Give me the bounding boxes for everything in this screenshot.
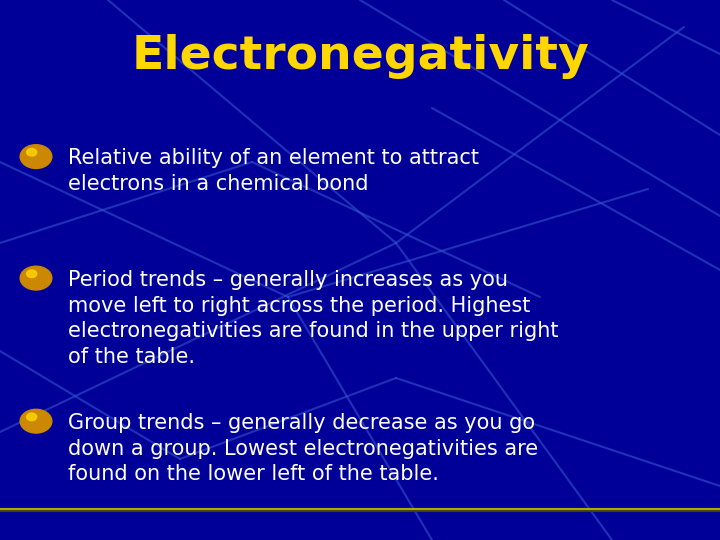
- Circle shape: [27, 270, 37, 278]
- Circle shape: [20, 409, 52, 433]
- Circle shape: [27, 413, 37, 421]
- Text: Group trends – generally decrease as you go
down a group. Lowest electronegativi: Group trends – generally decrease as you…: [68, 413, 539, 484]
- Circle shape: [20, 145, 52, 168]
- Text: Relative ability of an element to attract
electrons in a chemical bond: Relative ability of an element to attrac…: [68, 148, 480, 194]
- Text: Electronegativity: Electronegativity: [131, 34, 589, 79]
- Text: Period trends – generally increases as you
move left to right across the period.: Period trends – generally increases as y…: [68, 270, 559, 367]
- Circle shape: [27, 148, 37, 156]
- Circle shape: [20, 266, 52, 290]
